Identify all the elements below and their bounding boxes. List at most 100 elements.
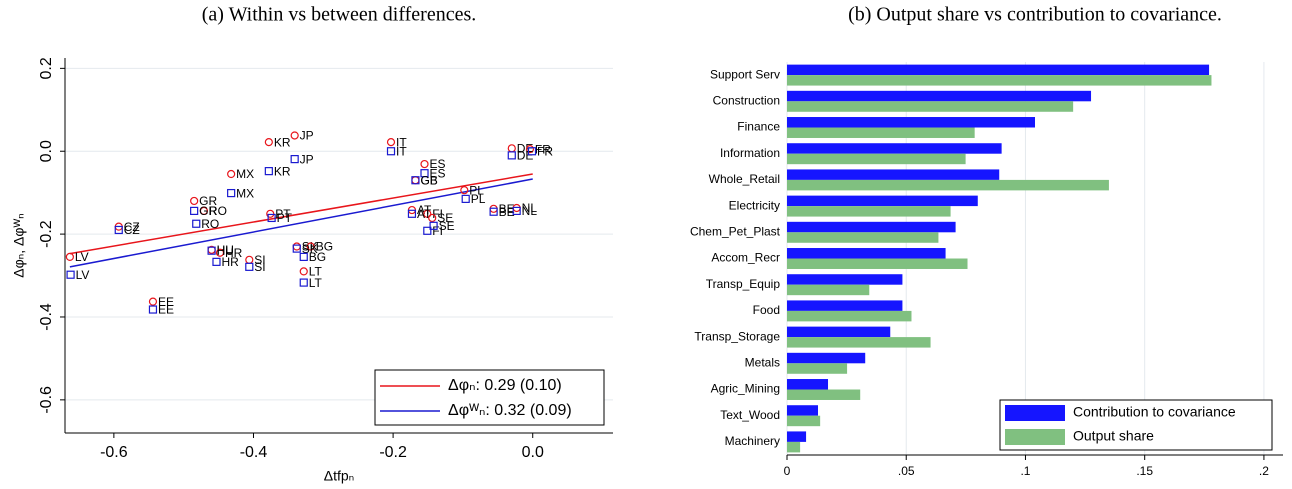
point (264, 138, 273, 147)
point-label: LV (75, 250, 89, 264)
point-label: SI (254, 253, 265, 267)
y-tick-label: 0.2 (38, 57, 55, 79)
bar (787, 64, 1210, 76)
category-label: Machinery (725, 434, 780, 448)
point-label: DE (517, 142, 534, 156)
bar (787, 274, 903, 285)
legend-label: Contribution to covariance (1073, 404, 1236, 420)
point (266, 209, 275, 218)
bar (787, 415, 821, 427)
category-label: Chem_Pet_Plast (690, 224, 781, 238)
bar (787, 431, 807, 442)
bar (787, 258, 968, 269)
point-label: MX (236, 186, 254, 200)
point (507, 151, 516, 160)
point (227, 169, 236, 179)
point-label: IT (396, 135, 407, 149)
x-tick-label: -0.2 (379, 444, 407, 461)
category-label: Agric_Mining (711, 382, 780, 396)
x-tick-label: 0 (784, 464, 791, 478)
point-label: JP (300, 152, 314, 166)
bar (787, 337, 931, 348)
point-label: LV (76, 268, 90, 282)
bar (787, 284, 870, 296)
x-tick-label: -0.4 (240, 444, 268, 461)
point (190, 196, 199, 206)
point (212, 257, 221, 266)
bar (787, 326, 891, 338)
fit-line (69, 178, 533, 268)
y-tick-label: 0.0 (38, 140, 55, 162)
point (420, 169, 429, 178)
y-tick-label: -0.2 (38, 220, 55, 248)
point-label: JP (300, 129, 314, 143)
point (264, 167, 273, 176)
category-label: Text_Wood (720, 408, 780, 422)
y-tick-label: -0.4 (38, 303, 55, 331)
point-label: SK (302, 242, 318, 256)
point-label: MX (236, 167, 254, 181)
point-label: HU (217, 244, 234, 258)
point-label: DE (517, 149, 534, 163)
category-label: Food (753, 303, 780, 317)
point-label: KR (274, 135, 291, 149)
bar (787, 179, 1109, 191)
bar (787, 75, 1212, 86)
fit-line (69, 173, 533, 255)
point-label: GR (199, 194, 217, 208)
bar (787, 90, 1092, 102)
point (207, 246, 216, 255)
point-label: GR (199, 204, 217, 218)
legend-label: Output share (1073, 428, 1154, 444)
bar (787, 143, 1002, 154)
point-label: FR (537, 144, 553, 158)
point (423, 226, 432, 235)
point (148, 305, 158, 314)
point (192, 219, 201, 228)
category-label: Transp_Storage (694, 329, 780, 343)
x-tick-label: .05 (898, 464, 915, 478)
point-label: EE (158, 295, 174, 309)
x-tick-label: .2 (1259, 464, 1269, 478)
point-label: FI (432, 224, 443, 238)
point-label: RO (209, 204, 227, 218)
point (525, 145, 535, 154)
bar (787, 405, 818, 416)
legend-box (374, 369, 605, 426)
bar (787, 310, 912, 322)
point (411, 176, 420, 185)
bar (787, 300, 903, 311)
bar (787, 117, 1035, 128)
point (66, 270, 75, 279)
category-label: Transp_Equip (706, 277, 781, 291)
point-label: BE (499, 205, 515, 219)
bar (787, 441, 801, 453)
x-tick-label: .15 (1136, 464, 1153, 478)
point (386, 147, 396, 156)
y-axis-label: Δφₙ, Δφᵂₙ (11, 213, 27, 278)
point-label: FI (432, 207, 443, 221)
bar (787, 206, 951, 217)
bar (787, 153, 966, 165)
point-label: HU (217, 243, 234, 257)
point (292, 242, 301, 251)
point-label: SE (439, 219, 455, 233)
x-tick-label: 0.0 (522, 444, 544, 461)
bar (787, 379, 829, 390)
point-label: NL (522, 201, 538, 215)
category-label: Metals (745, 355, 780, 369)
bar (787, 169, 1000, 180)
point (245, 255, 254, 264)
point (215, 248, 225, 257)
category-label: Construction (713, 93, 780, 107)
x-axis-label: Δtfpₙ (324, 468, 355, 484)
point (386, 138, 396, 147)
bar (787, 389, 861, 400)
legend-swatch (1005, 405, 1065, 421)
point-label: PT (275, 207, 291, 221)
point (428, 213, 437, 223)
category-label: Electricity (729, 198, 780, 212)
point (290, 131, 299, 140)
point (527, 147, 537, 156)
